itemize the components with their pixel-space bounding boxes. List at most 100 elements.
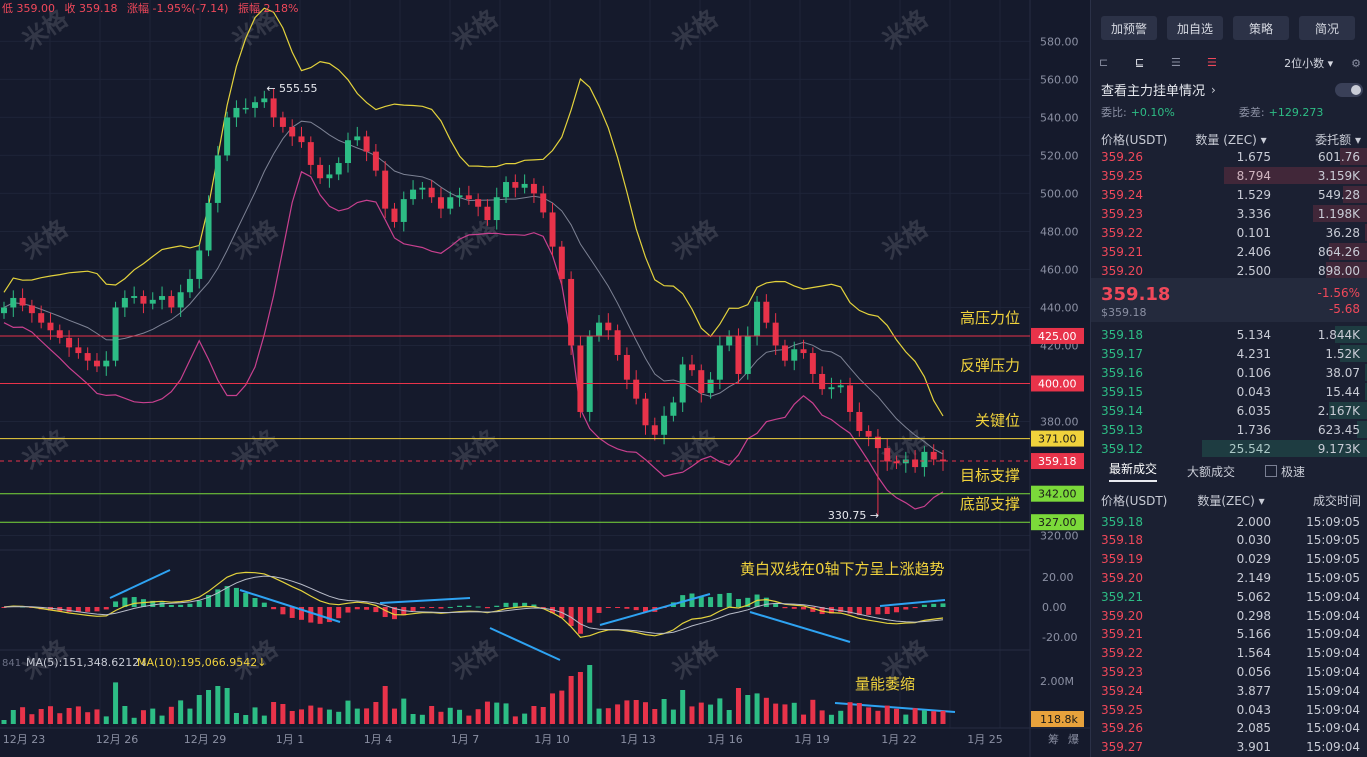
trend-arrow — [599, 593, 711, 626]
volume-bar — [689, 706, 695, 724]
decimals-select[interactable]: 2位小数 ▾ — [1284, 57, 1334, 70]
add-alert-button[interactable]: 加预警 — [1101, 16, 1157, 40]
bid-row[interactable]: 359.14 6.035 2.167K — [1091, 401, 1367, 420]
volume-current-text: 118.8k — [1040, 713, 1078, 726]
candle-body — [688, 364, 695, 371]
volume-bar — [429, 706, 435, 724]
macd-histogram-bar — [856, 607, 862, 616]
macd-histogram-bar — [735, 598, 741, 607]
strategy-button[interactable]: 策略 — [1233, 16, 1289, 40]
macd-histogram-bar — [587, 607, 593, 623]
fast-checkbox[interactable] — [1265, 465, 1278, 477]
trade-qty: 5.166 — [1236, 627, 1271, 642]
macd-histogram-bar — [364, 607, 370, 610]
volume-bar — [168, 706, 174, 724]
watermark-text: 米格 — [227, 424, 283, 475]
ask-row[interactable]: 359.21 2.406 864.26 — [1091, 242, 1367, 261]
x-tick-label: 1月 22 — [881, 733, 917, 746]
ask-row[interactable]: 359.20 2.500 898.00 — [1091, 261, 1367, 280]
chart-area[interactable]: 580.00 560.00 540.00 520.00 500.00 480.00 460.… — [0, 0, 1090, 757]
candle-body — [847, 385, 854, 412]
y-tick-label: 480.00 — [1040, 225, 1079, 238]
candle-body — [791, 349, 798, 361]
macd-histogram-bar — [940, 603, 946, 607]
book-bids-icon[interactable]: ☰ — [1171, 56, 1181, 69]
book-layout-icon[interactable]: ⊑ — [1135, 56, 1145, 69]
bid-price: 359.13 — [1101, 422, 1143, 437]
book-both-icon[interactable]: ⊏ — [1099, 56, 1109, 69]
level-annotation: 目标支撑 — [960, 467, 1020, 485]
volume-bar — [596, 708, 602, 724]
trade-qty: 0.056 — [1236, 664, 1271, 679]
price-chart[interactable]: 580.00 560.00 540.00 520.00 500.00 480.00 460.… — [0, 0, 1090, 757]
overview-button[interactable]: 简况 — [1299, 16, 1355, 40]
book-header-qty[interactable]: 数量 (ZEC) ▾ — [1195, 133, 1267, 147]
settings-gear-icon[interactable]: ⚙ — [1351, 56, 1361, 70]
volume-bar — [921, 710, 927, 724]
macd-histogram-bar — [215, 589, 221, 607]
macd-histogram-bar — [596, 607, 602, 613]
macd-histogram-bar — [131, 597, 137, 607]
volume-bar — [38, 709, 44, 724]
book-header-total[interactable]: 委托额 ▾ — [1315, 133, 1362, 147]
macd-histogram-bar — [810, 607, 816, 612]
volume-bar — [447, 707, 453, 724]
tab-large-trades[interactable]: 大额成交 — [1187, 464, 1236, 479]
tab-latest-trades[interactable]: 最新成交 — [1109, 460, 1158, 482]
add-watchlist-button[interactable]: 加自选 — [1167, 16, 1223, 40]
macd-histogram-bar — [522, 602, 528, 607]
ask-row[interactable]: 359.23 3.336 1.198K — [1091, 204, 1367, 223]
trades-header-qty[interactable]: 数量(ZEC) ▾ — [1197, 494, 1265, 508]
ask-row[interactable]: 359.26 1.675 601.76 — [1091, 147, 1367, 166]
trade-price: 359.25 — [1101, 702, 1143, 717]
candle-body — [754, 301, 761, 336]
bid-row[interactable]: 359.12 25.542 9.173K — [1091, 439, 1367, 458]
chevron-right-icon[interactable]: › — [1211, 82, 1216, 97]
candle-body — [391, 208, 398, 222]
candle-body — [224, 117, 231, 156]
macd-tick-label: 0.00 — [1042, 601, 1067, 614]
current-price-tag — [1031, 453, 1084, 470]
macd-histogram-bar — [615, 607, 621, 608]
lower-band-line — [3, 170, 944, 510]
trade-row: 359.18 0.030 15:09:05 — [1091, 531, 1367, 550]
bid-total: 38.07 — [1325, 365, 1360, 380]
ask-row[interactable]: 359.22 0.101 36.28 — [1091, 223, 1367, 242]
bid-row[interactable]: 359.18 5.134 1.844K — [1091, 325, 1367, 344]
ask-row[interactable]: 359.25 8.794 3.159K — [1091, 166, 1367, 185]
bid-row[interactable]: 359.13 1.736 623.45 — [1091, 420, 1367, 439]
volume-bar — [903, 714, 909, 724]
volume-bar — [47, 706, 53, 724]
candle-body — [503, 182, 510, 198]
y-tick-label: 440.00 — [1040, 301, 1079, 314]
bid-qty: 1.736 — [1236, 422, 1271, 437]
candle-body — [521, 183, 528, 188]
macd-histogram-bar — [75, 607, 81, 612]
book-asks-icon[interactable]: ☰ — [1207, 56, 1217, 69]
volume-bar — [419, 714, 425, 724]
candle-body — [614, 330, 621, 355]
macd-histogram-bar — [299, 607, 305, 620]
bid-row[interactable]: 359.17 4.231 1.52K — [1091, 344, 1367, 363]
trade-qty: 5.062 — [1236, 589, 1271, 604]
watermark-text: 米格 — [17, 214, 73, 265]
ask-row[interactable]: 359.24 1.529 549.28 — [1091, 185, 1367, 204]
bid-row[interactable]: 359.16 0.106 38.07 — [1091, 363, 1367, 382]
ask-depth-bar — [1365, 224, 1367, 241]
last-price-block: 359.18 $359.18 -1.56% -5.68 — [1091, 278, 1367, 322]
candle-body — [10, 297, 17, 308]
volume-bar — [206, 690, 212, 724]
ask-qty: 8.794 — [1236, 168, 1271, 183]
ask-depth-bar — [1343, 186, 1367, 203]
bid-total: 1.52K — [1325, 346, 1360, 361]
macd-histogram-bar — [828, 607, 834, 614]
candle-body — [317, 164, 324, 179]
volume-bar — [10, 710, 16, 724]
main-order-toggle[interactable] — [1335, 82, 1363, 97]
ratio-row: 委比: +0.10% 委差: +129.273 — [1101, 104, 1363, 120]
trade-time: 15:09:05 — [1306, 514, 1360, 529]
x-tick-label: 1月 7 — [451, 733, 480, 746]
candle-body — [84, 353, 91, 361]
bid-row[interactable]: 359.15 0.043 15.44 — [1091, 382, 1367, 401]
bid-qty: 0.043 — [1236, 384, 1271, 399]
